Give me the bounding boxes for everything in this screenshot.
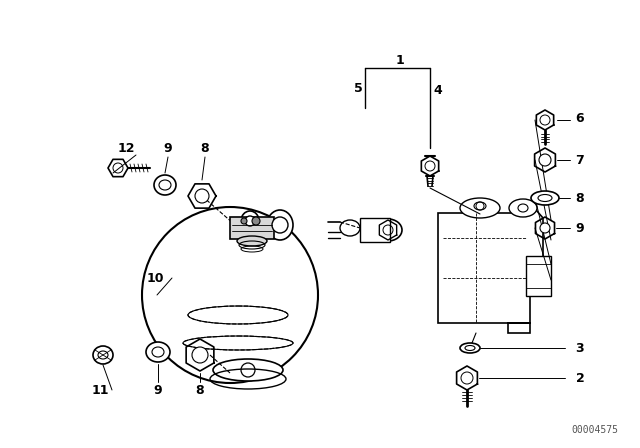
Text: 00004575: 00004575 (572, 425, 618, 435)
Ellipse shape (474, 202, 486, 210)
Text: 12: 12 (117, 142, 135, 155)
Ellipse shape (518, 204, 528, 212)
Ellipse shape (146, 342, 170, 362)
Text: 9: 9 (164, 142, 172, 155)
Text: 3: 3 (576, 341, 584, 354)
Ellipse shape (509, 199, 537, 217)
Circle shape (142, 207, 318, 383)
Text: 9: 9 (576, 221, 584, 234)
Circle shape (252, 217, 260, 225)
Ellipse shape (241, 211, 259, 231)
Ellipse shape (340, 220, 360, 236)
Text: 1: 1 (396, 53, 404, 66)
Ellipse shape (98, 351, 108, 359)
Text: 5: 5 (354, 82, 362, 95)
Circle shape (192, 347, 208, 363)
Bar (230, 217, 274, 239)
Circle shape (241, 218, 247, 224)
Circle shape (539, 154, 551, 166)
Ellipse shape (460, 198, 500, 218)
Circle shape (245, 216, 255, 226)
Ellipse shape (267, 210, 293, 240)
Text: 11: 11 (92, 383, 109, 396)
Text: 8: 8 (196, 383, 204, 396)
Circle shape (540, 223, 550, 233)
Text: 4: 4 (434, 83, 442, 96)
Ellipse shape (213, 359, 283, 381)
Ellipse shape (154, 175, 176, 195)
Ellipse shape (531, 191, 559, 205)
Ellipse shape (460, 343, 480, 353)
Text: 2: 2 (575, 371, 584, 384)
Circle shape (241, 363, 255, 377)
Bar (360, 218, 390, 242)
Ellipse shape (374, 219, 402, 241)
Text: 7: 7 (575, 154, 584, 167)
Polygon shape (438, 203, 543, 333)
Circle shape (272, 217, 288, 233)
Text: 8: 8 (576, 191, 584, 204)
Bar (526, 256, 551, 296)
Text: 6: 6 (576, 112, 584, 125)
Text: 8: 8 (201, 142, 209, 155)
Ellipse shape (93, 346, 113, 364)
Circle shape (195, 189, 209, 203)
Text: 10: 10 (147, 271, 164, 284)
Text: 9: 9 (154, 383, 163, 396)
Ellipse shape (237, 236, 267, 246)
